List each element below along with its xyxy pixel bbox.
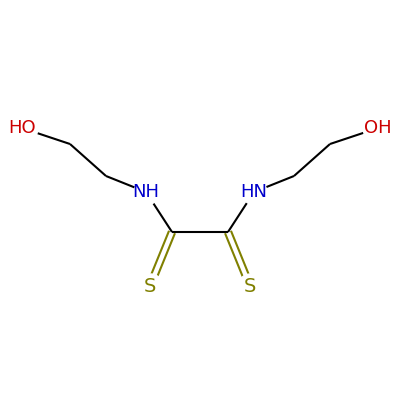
- Text: HN: HN: [240, 183, 268, 201]
- Text: S: S: [144, 276, 156, 296]
- Text: NH: NH: [132, 183, 160, 201]
- Text: S: S: [244, 276, 256, 296]
- Text: HO: HO: [8, 119, 36, 137]
- Text: OH: OH: [364, 119, 392, 137]
